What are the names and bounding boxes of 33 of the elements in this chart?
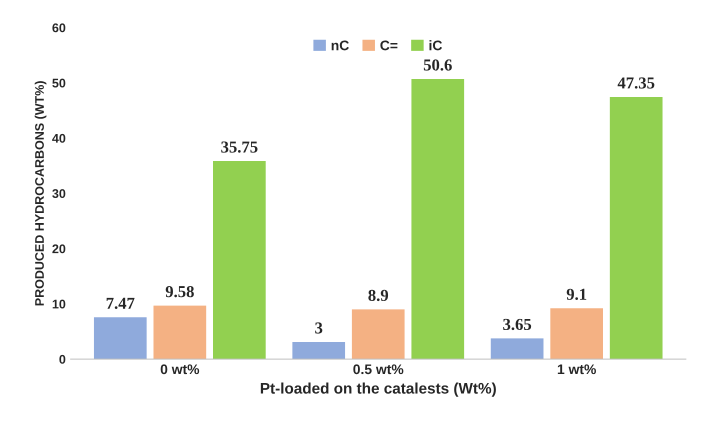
y-tick-label: 30 [52, 189, 66, 198]
data-label: 8.9 [368, 290, 388, 302]
data-label: 7.47 [106, 298, 134, 309]
y-tick-label: 60 [52, 23, 66, 32]
bar [292, 342, 346, 360]
y-tick-label: 40 [52, 134, 66, 143]
data-label: 9.1 [566, 288, 586, 300]
y-tick-label: 50 [52, 78, 66, 88]
y-tick-label: 20 [52, 244, 66, 254]
x-tick-label: 1 wt% [558, 364, 596, 374]
y-tick-label: 10 [52, 300, 66, 309]
bar [411, 79, 464, 360]
x-axis-title: Pt-loaded on the catalests (Wt%) [260, 382, 496, 397]
bar [213, 161, 266, 360]
data-label: 9.58 [166, 286, 194, 298]
bar [610, 96, 663, 360]
data-label: 50.6 [424, 59, 452, 71]
legend-label: nC [332, 40, 349, 50]
data-label: 3 [315, 322, 322, 334]
x-tick-label: 0.5 wt% [353, 364, 404, 374]
bar [550, 308, 604, 360]
bar [490, 338, 544, 360]
bar [94, 317, 147, 360]
data-label: 47.35 [618, 77, 654, 89]
legend-label: iC [429, 40, 442, 50]
y-tick-label: 0 [59, 354, 66, 364]
bar [352, 309, 405, 360]
data-label: 3.65 [503, 318, 532, 330]
bar [153, 306, 206, 360]
legend-label: C= [380, 40, 398, 50]
x-tick-label: 0 wt% [160, 364, 200, 374]
y-axis-title: PRODUCED HYDROCARBONS (WT%) [34, 81, 46, 306]
data-label: 35.75 [221, 141, 258, 153]
